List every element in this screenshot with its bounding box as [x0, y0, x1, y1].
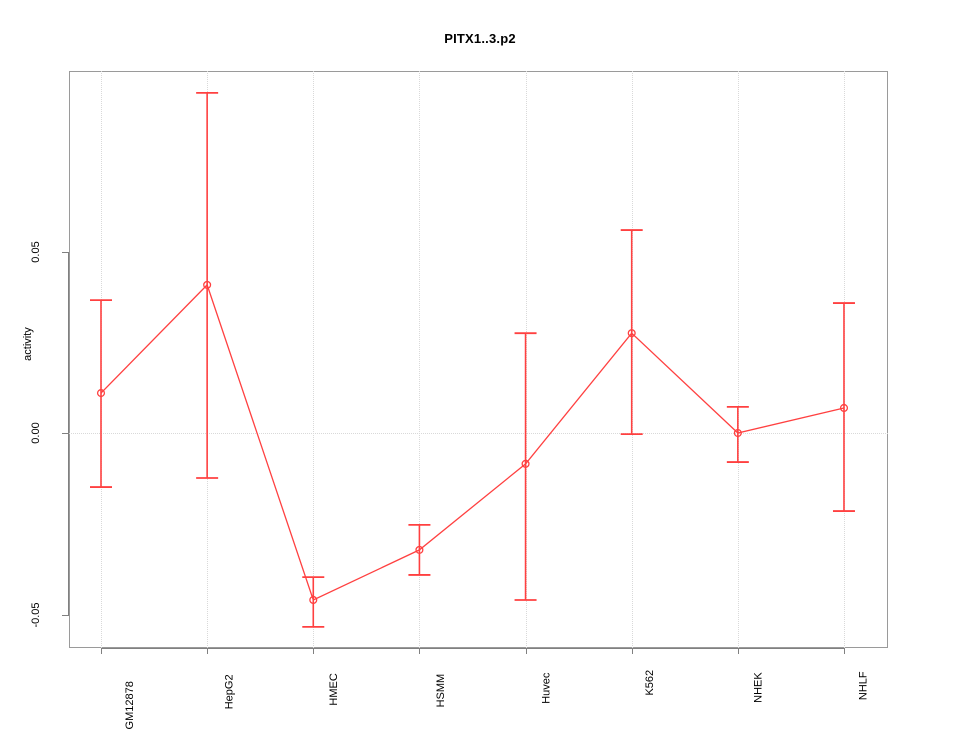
gridline-vertical [843, 71, 845, 648]
gridline-vertical [631, 71, 633, 648]
y-axis-tick [62, 251, 68, 253]
y-axis-line [68, 252, 69, 616]
x-tick-label: NHEK [752, 672, 765, 703]
x-axis-tick [313, 648, 315, 654]
x-axis-tick [525, 648, 527, 654]
x-tick-label: GM12878 [124, 681, 137, 729]
gridline-vertical [207, 71, 209, 648]
x-axis-tick [737, 648, 739, 654]
plot-frame [69, 71, 888, 648]
gridline-horizontal-zero [69, 433, 888, 434]
x-tick-label: HMEC [328, 673, 341, 706]
x-axis-tick [843, 648, 845, 654]
x-tick-label: K562 [643, 669, 656, 696]
x-axis-tick [207, 648, 209, 654]
x-tick-label: HepG2 [223, 674, 236, 710]
y-tick-label: 0.05 [30, 240, 42, 263]
gridline-vertical [737, 71, 739, 648]
gridline-vertical [101, 71, 102, 648]
gridline-vertical [419, 71, 421, 648]
page-title: PITX1..3.p2 [444, 31, 516, 46]
y-axis-tick [62, 433, 68, 434]
x-tick-label: NHLF [857, 671, 870, 701]
x-tick-label: Huvec [540, 672, 553, 704]
y-axis-tick [62, 614, 68, 616]
gridline-vertical [313, 71, 315, 648]
x-axis-line [101, 648, 844, 649]
x-tick-label: HSMM [435, 673, 448, 708]
x-axis-tick [631, 648, 633, 654]
y-tick-label: 0.00 [30, 422, 42, 444]
y-axis-label: activity [22, 327, 34, 361]
y-tick-label: -0.05 [30, 601, 42, 628]
x-axis-tick [419, 648, 421, 654]
gridline-vertical [525, 71, 527, 648]
x-axis-tick [101, 648, 102, 654]
